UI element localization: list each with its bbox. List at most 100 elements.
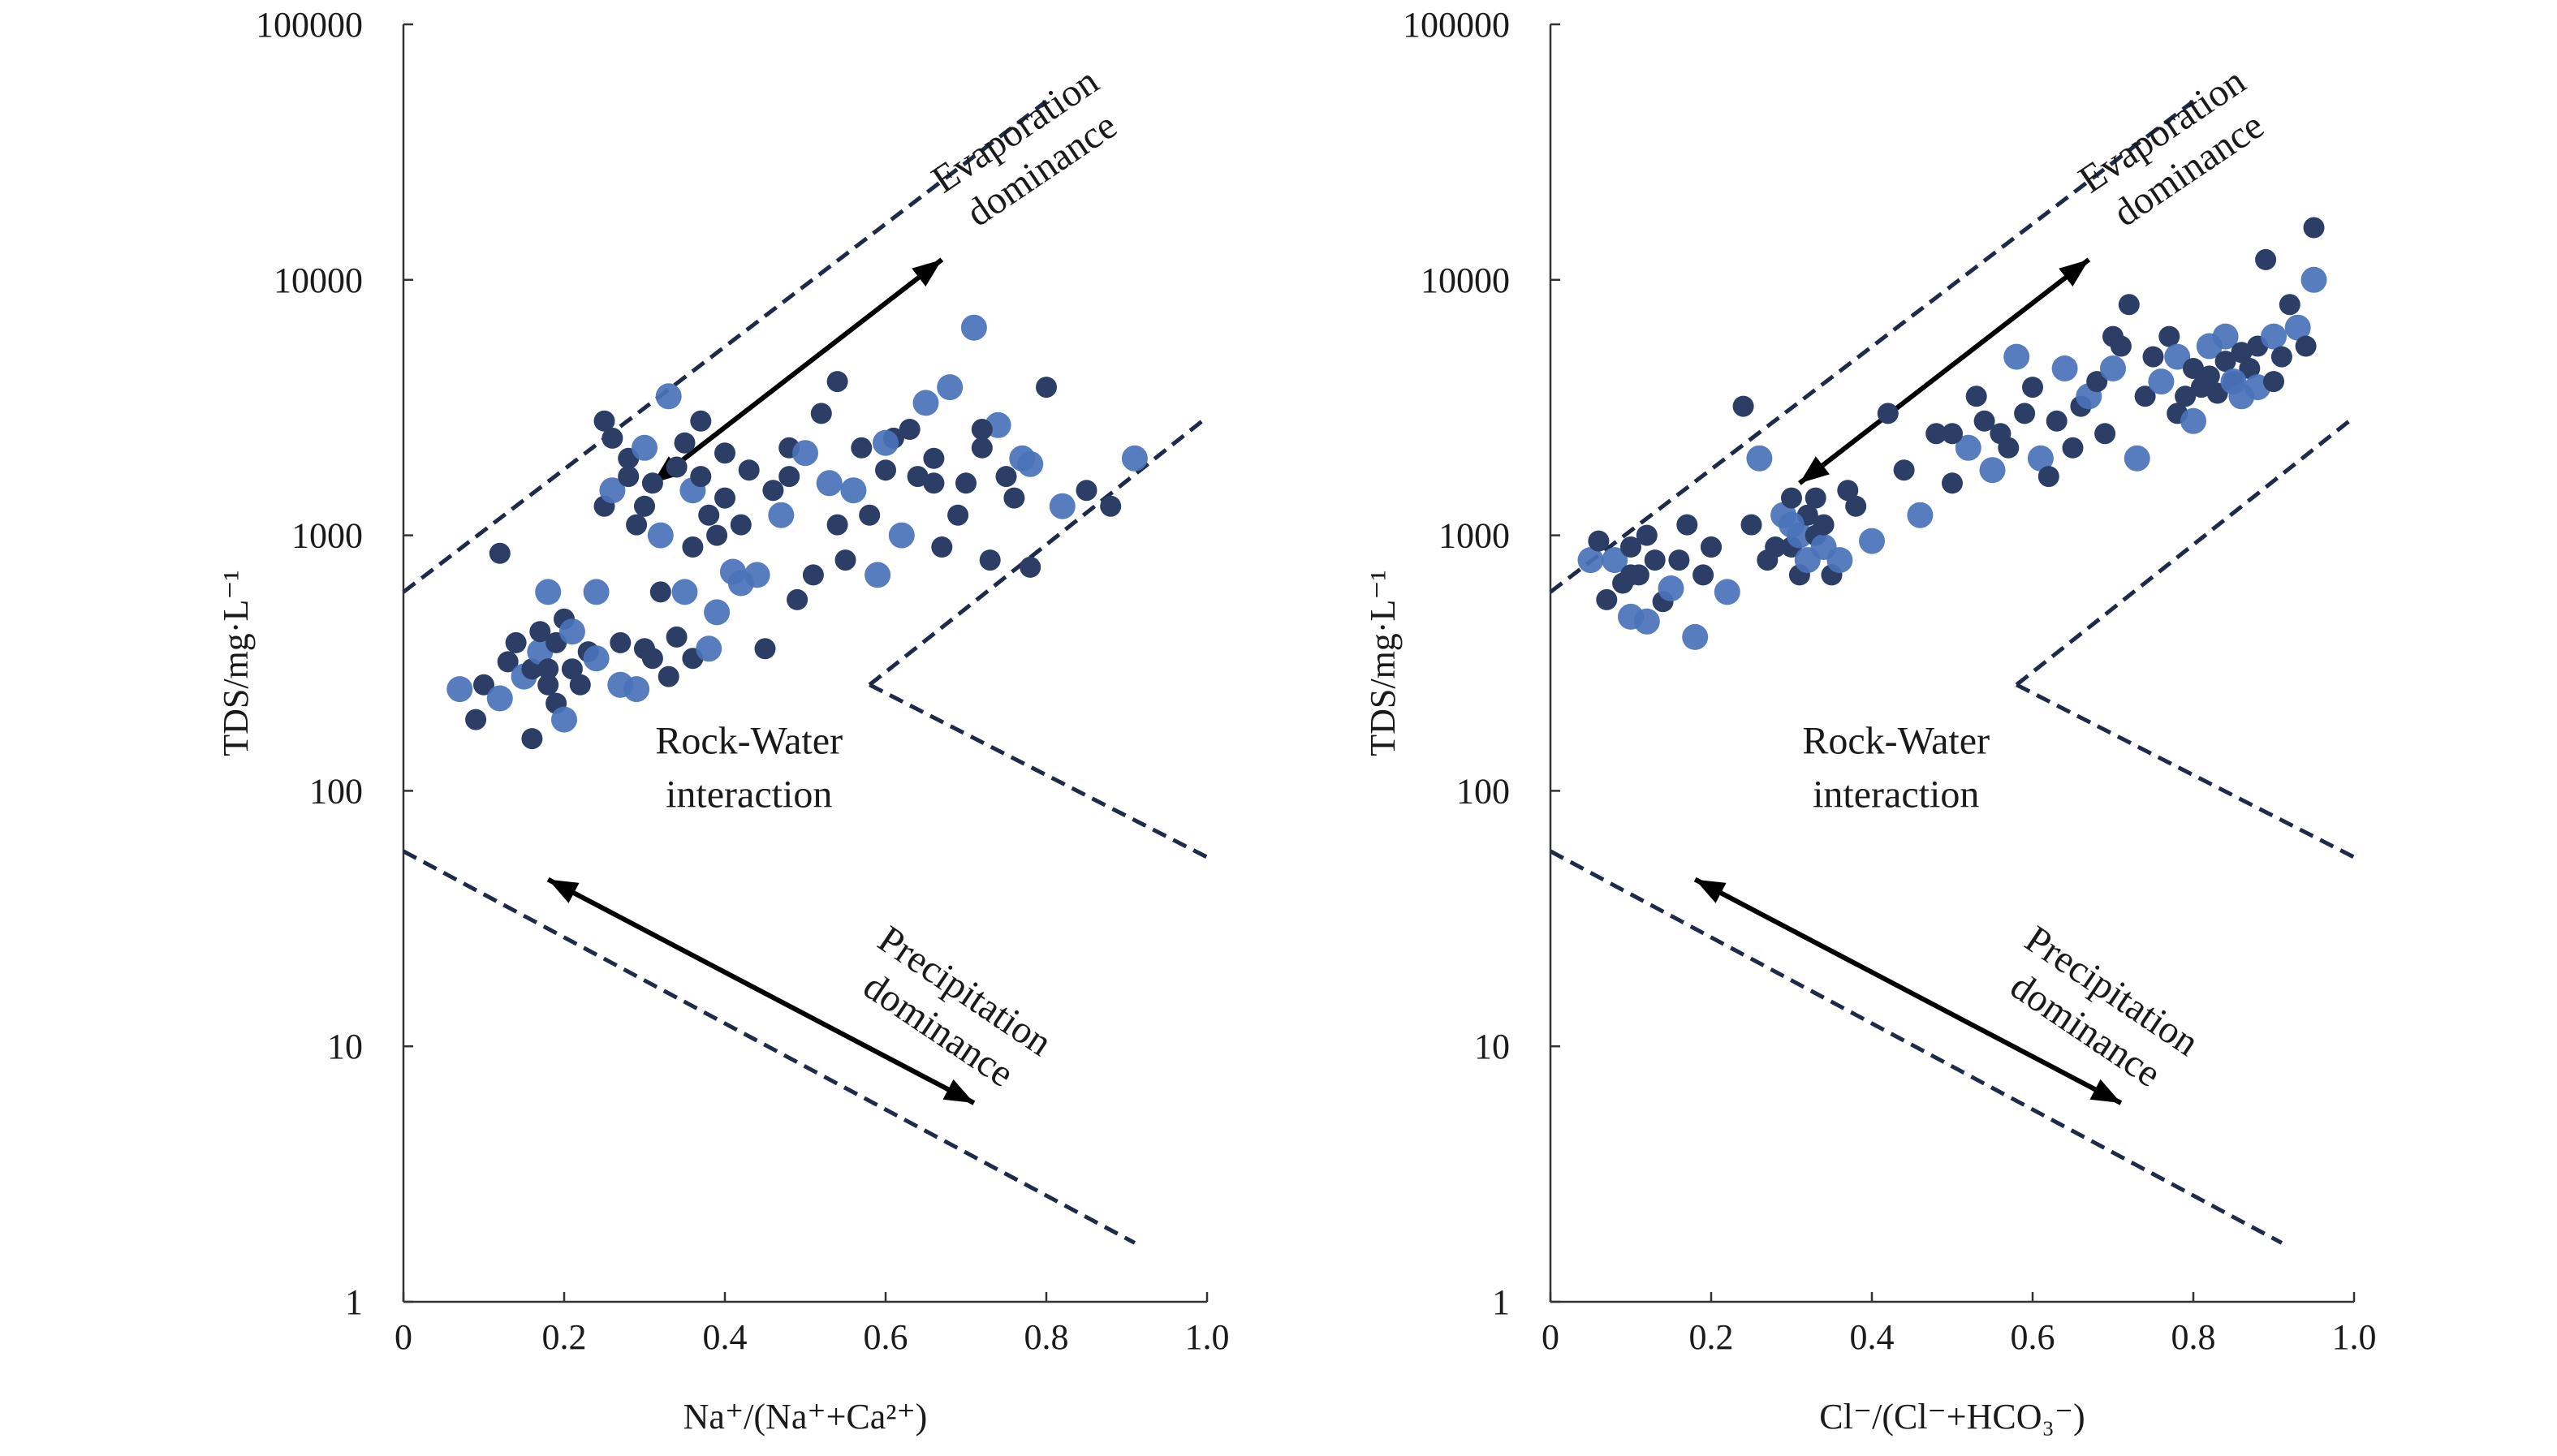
right-data-point (1596, 588, 1618, 610)
left-data-point (599, 477, 626, 504)
right-data-point (1925, 423, 1947, 445)
left-data-point (730, 514, 752, 536)
left-data-point (971, 419, 993, 440)
left-y-tick-label: 1000 (291, 516, 363, 556)
left-data-point (583, 645, 610, 672)
right-data-point (2175, 386, 2197, 407)
left-data-point (1049, 493, 1076, 519)
left-data-point (947, 504, 969, 526)
left-x-tick-label: 0 (395, 1317, 412, 1357)
left-panel: 0 0.2 0.4 0.6 0.8 1.0 1 10 100 1000 10000 100000 Na… (216, 5, 1230, 1437)
left-data-point (937, 374, 964, 401)
left-data-point (698, 504, 720, 526)
right-data-point (2198, 365, 2220, 387)
left-data-point (696, 635, 722, 662)
left-data-point (647, 522, 674, 549)
left-data-point (649, 581, 671, 603)
right-data-point (1837, 480, 1859, 502)
left-x-tick-label: 0.4 (703, 1317, 748, 1357)
right-x-tick-label: 0.6 (2011, 1317, 2055, 1357)
left-data-point (873, 429, 899, 456)
left-data-point (875, 459, 896, 481)
right-data-point (1998, 437, 2020, 459)
left-scatter-points (446, 314, 1148, 750)
left-data-point (923, 472, 945, 494)
left-data-point (899, 419, 921, 440)
right-arrow-2-shaft (1693, 877, 2123, 1105)
right-y-tick-label: 10000 (1421, 261, 1510, 300)
right-arrow-2-head-start (1695, 879, 1727, 903)
left-data-point (754, 638, 776, 660)
left-data-point (840, 477, 867, 504)
right-data-point (2124, 445, 2150, 472)
left-data-point (671, 579, 698, 605)
right-data-point (1973, 410, 1995, 432)
right-data-point (1577, 547, 1604, 574)
left-data-point (610, 631, 632, 653)
left-data-point (473, 674, 494, 696)
left-data-point (486, 685, 513, 712)
right-data-point (1658, 575, 1684, 601)
left-data-point (632, 434, 658, 461)
left-x-axis-label: Na⁺/(Na⁺+Ca²⁺) (683, 1397, 928, 1437)
right-data-point (2220, 368, 2247, 395)
right-boundary-line-2 (2015, 416, 2356, 687)
left-y-tick-label: 1 (345, 1282, 363, 1322)
left-data-point (446, 676, 473, 703)
right-data-point (1813, 514, 1835, 536)
right-plot-content (1549, 99, 2356, 1245)
right-data-point (2270, 346, 2292, 368)
left-data-point (465, 709, 487, 730)
right-x-tick-label: 0.4 (1850, 1317, 1895, 1357)
left-data-point (561, 658, 583, 680)
left-data-point (787, 588, 808, 610)
right-data-point (2142, 346, 2164, 368)
right-data-point (2303, 217, 2325, 239)
right-data-point (2046, 410, 2068, 432)
left-boundary-line-4 (402, 849, 1136, 1245)
left-x-tick-label: 1.0 (1185, 1317, 1230, 1357)
left-data-point (641, 472, 663, 494)
right-data-point (1765, 536, 1787, 558)
right-data-point (1636, 524, 1658, 546)
left-data-point (593, 410, 615, 432)
left-y-tick-label: 10 (327, 1027, 363, 1066)
right-data-point (2134, 386, 2156, 407)
left-data-point (521, 728, 543, 750)
right-x-tick-label: 0.8 (2171, 1317, 2216, 1357)
left-data-point (1076, 480, 1097, 502)
left-data-point (792, 440, 818, 467)
left-data-point (497, 651, 519, 673)
left-data-point (682, 536, 704, 558)
right-data-point (2158, 325, 2180, 347)
left-data-point (666, 456, 688, 478)
right-data-point (1714, 579, 1740, 605)
right-region-label-2-line-2: interaction (1813, 773, 1979, 816)
left-data-point (537, 658, 559, 680)
left-data-point (704, 599, 731, 626)
left-data-point (1121, 445, 1148, 472)
right-scatter-points (1577, 217, 2327, 650)
left-data-point (489, 542, 511, 564)
left-y-axis-label: TDS/mg·L⁻¹ (216, 570, 256, 756)
left-data-point (618, 466, 640, 488)
left-data-point (762, 480, 784, 502)
right-data-point (1779, 511, 1805, 538)
left-data-point (834, 549, 856, 571)
left-ticks: 0 0.2 0.4 0.6 0.8 1.0 1 10 100 1000 10000 100000 (256, 5, 1230, 1357)
right-data-point (2062, 437, 2084, 459)
right-y-tick-label: 100 (1456, 771, 1510, 811)
left-data-point (634, 495, 655, 517)
right-data-point (1692, 564, 1714, 586)
right-x-tick-label: 0.2 (1689, 1317, 1734, 1357)
right-data-point (1588, 530, 1610, 552)
left-data-point (768, 502, 795, 528)
left-data-point (655, 383, 682, 410)
left-y-tick-label: 100 (309, 771, 363, 811)
right-boundary-line-3 (2016, 683, 2356, 859)
right-arrow-2-head-end (2089, 1079, 2121, 1104)
right-data-point (2279, 294, 2300, 316)
right-y-axis-label: TDS/mg·L⁻¹ (1363, 570, 1403, 756)
left-data-point (551, 706, 577, 733)
